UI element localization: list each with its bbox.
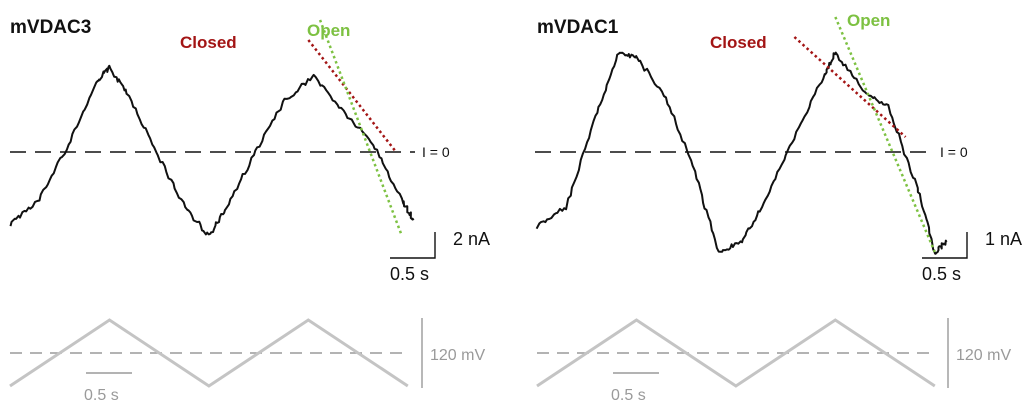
closed-fit-line	[307, 39, 398, 153]
time-scale-label: 0.5 s	[922, 264, 961, 284]
zero-current-label: I = 0	[940, 144, 968, 160]
current-scale-label: 2 nA	[453, 229, 490, 249]
panel-mvdac1: mVDAC1 Closed Open I = 0 1 nA 0.5 s 120 …	[535, 11, 1022, 404]
voltage-scale-label: 120 mV	[956, 347, 1011, 364]
voltage-protocol-trace	[9, 318, 409, 388]
voltage-time-scale-label: 0.5 s	[611, 387, 646, 404]
panel-mvdac3: mVDAC3 Closed Open I = 0 2 nA 0.5 s 120 …	[9, 17, 490, 404]
current-trace	[535, 51, 948, 255]
legend-open-label: Open	[847, 11, 890, 30]
panel-title: mVDAC1	[537, 17, 619, 38]
voltage-scale-label: 120 mV	[430, 347, 485, 364]
voltage-time-scale-label: 0.5 s	[84, 387, 119, 404]
current-time-scalebar	[922, 232, 968, 259]
legend-open-label: Open	[307, 21, 350, 40]
zero-current-label: I = 0	[422, 144, 450, 160]
legend-closed-label: Closed	[180, 33, 237, 52]
current-trace	[9, 64, 415, 236]
time-scale-label: 0.5 s	[390, 264, 429, 284]
current-scale-label: 1 nA	[985, 229, 1022, 249]
closed-fit-line	[793, 36, 907, 138]
panel-title: mVDAC3	[10, 17, 91, 38]
legend-closed-label: Closed	[710, 33, 767, 52]
current-time-scalebar	[390, 232, 436, 259]
open-fit-line	[834, 16, 936, 253]
voltage-protocol-trace	[536, 318, 936, 388]
open-fit-line	[318, 19, 404, 237]
